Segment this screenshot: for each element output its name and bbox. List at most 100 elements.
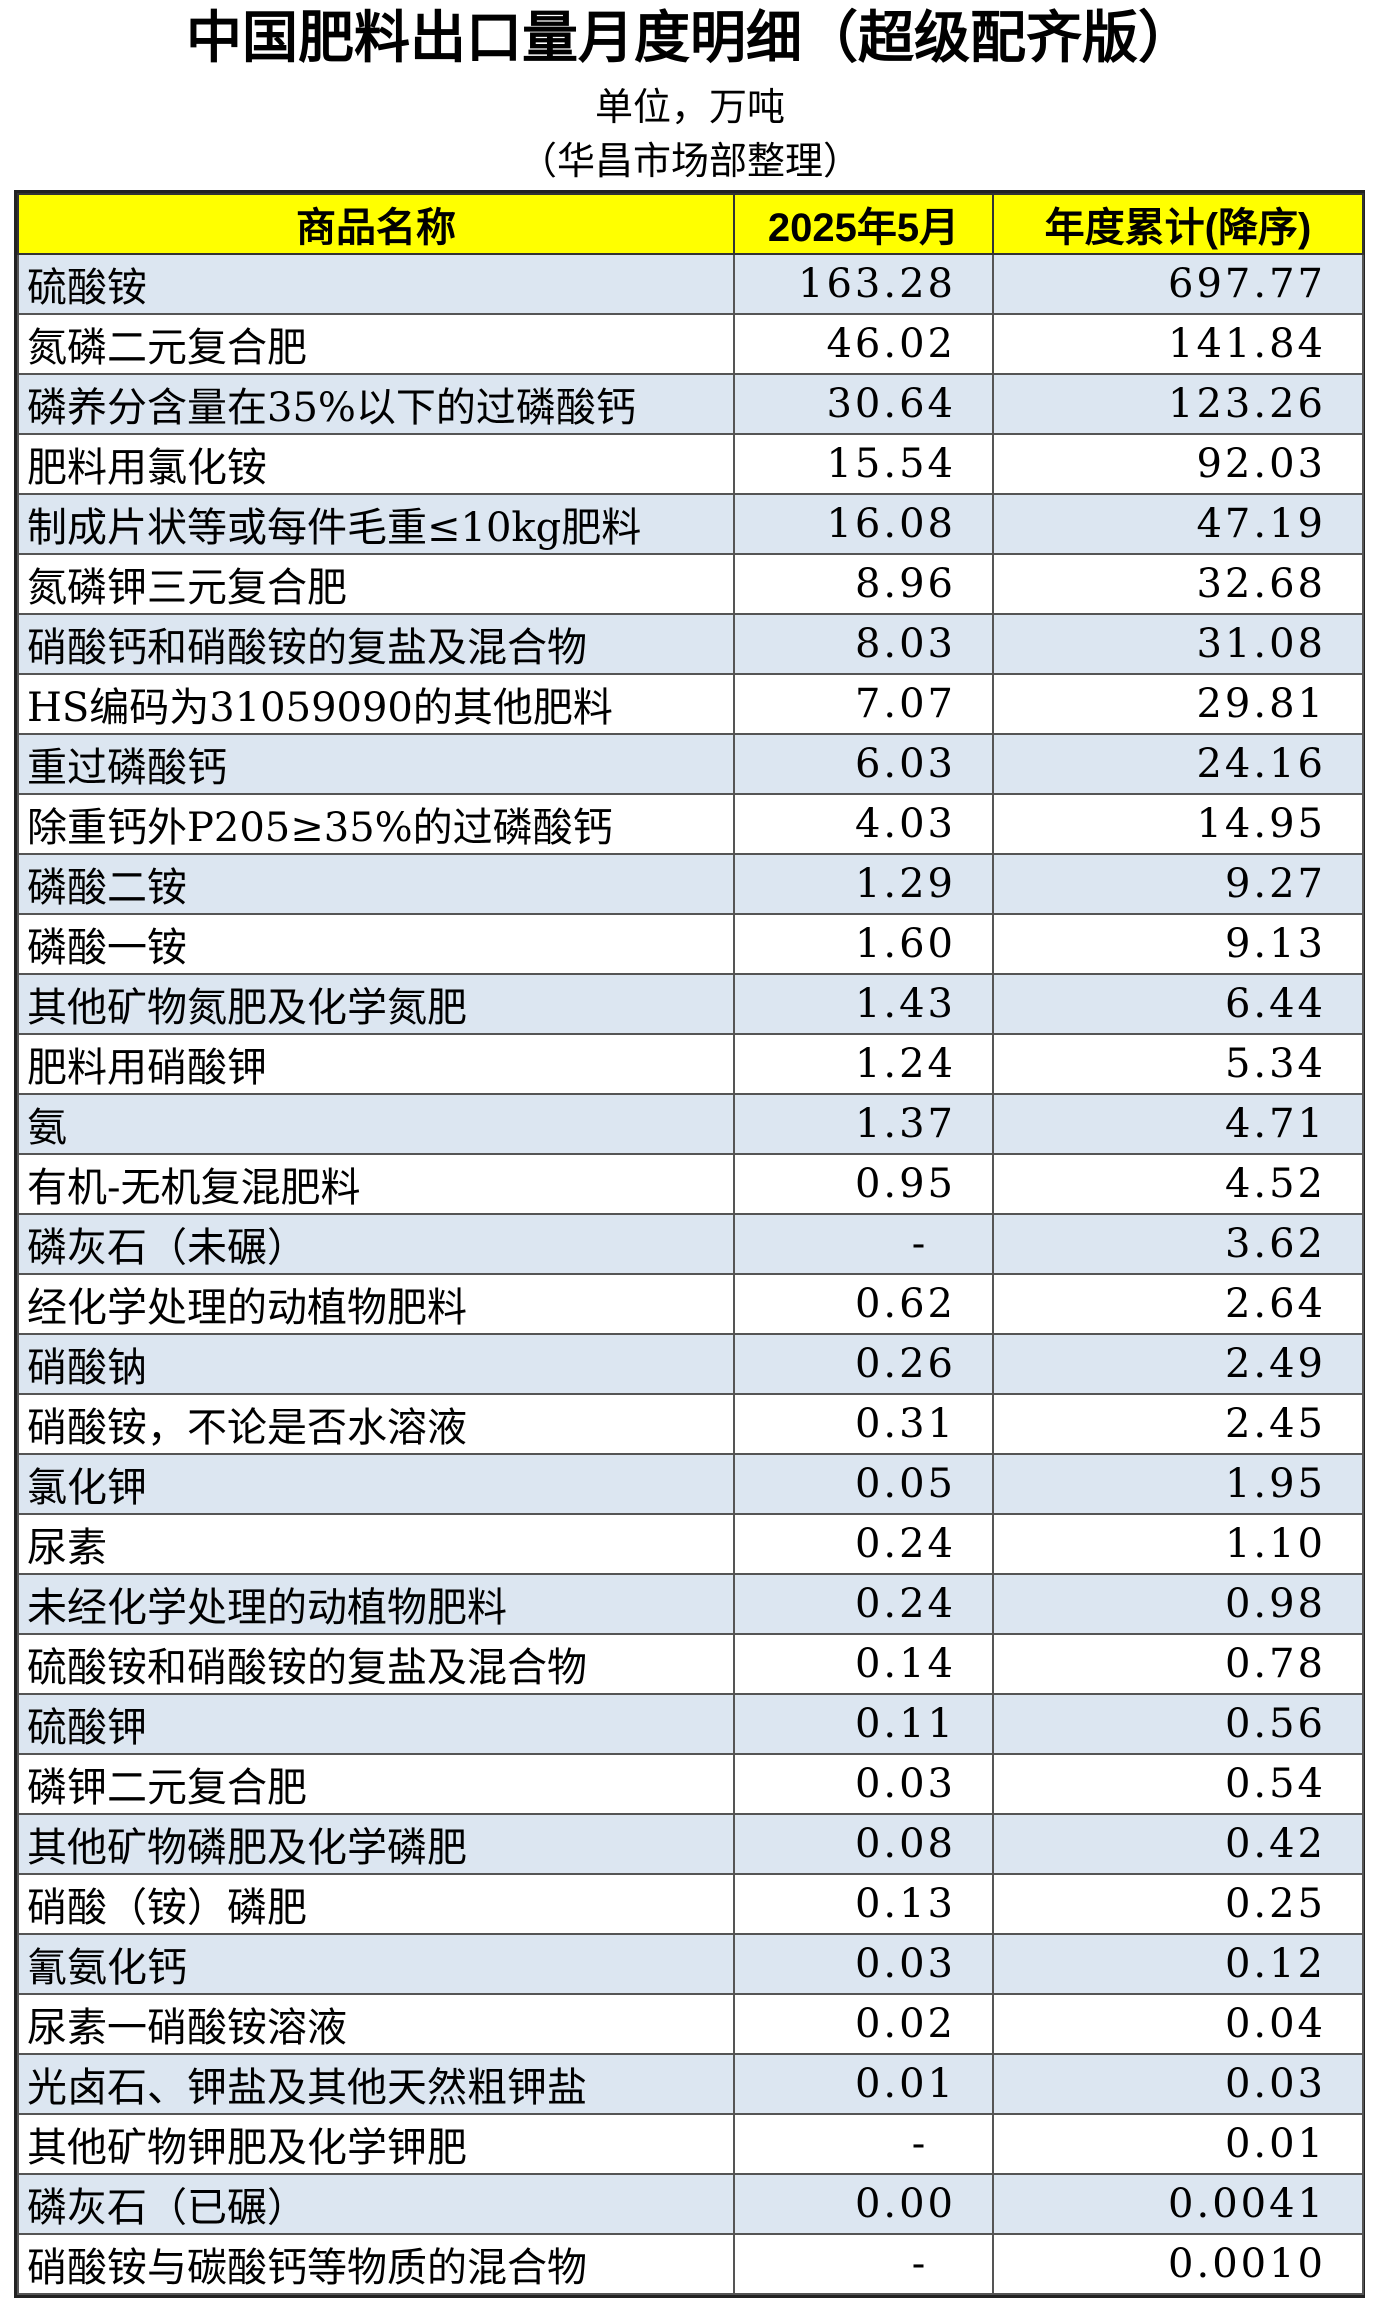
product-name-cell: 氨	[17, 1093, 735, 1155]
table-row: 氰氨化钙 0.03 0.12	[17, 1933, 1364, 1995]
ytd-value-cell: 0.04	[992, 1993, 1364, 2055]
month-value-cell: 0.11	[733, 1693, 994, 1755]
table-row: 硝酸（铵）磷肥 0.13 0.25	[17, 1873, 1364, 1935]
product-name-cell: 磷灰石（未碾）	[17, 1213, 735, 1275]
table-header-row: 商品名称 2025年5月 年度累计(降序)	[17, 193, 1364, 255]
product-name-cell: 肥料用氯化铵	[17, 433, 735, 495]
month-value-cell: 0.24	[733, 1573, 994, 1635]
product-name-cell: 有机-无机复混肥料	[17, 1153, 735, 1215]
ytd-value-cell: 0.01	[992, 2113, 1364, 2175]
month-value-cell: 163.28	[733, 253, 994, 315]
ytd-value-cell: 2.49	[992, 1333, 1364, 1395]
ytd-value-cell: 0.54	[992, 1753, 1364, 1815]
table-row: 磷养分含量在35%以下的过磷酸钙 30.64 123.26	[17, 373, 1364, 435]
product-name-cell: 经化学处理的动植物肥料	[17, 1273, 735, 1335]
column-header-ytd: 年度累计(降序)	[992, 193, 1364, 255]
month-value-cell: -	[733, 1213, 994, 1275]
month-value-cell: 8.03	[733, 613, 994, 675]
month-value-cell: 46.02	[733, 313, 994, 375]
unit-label: 单位，万吨	[594, 85, 785, 129]
month-value-cell: 0.01	[733, 2053, 994, 2115]
source-label: （华昌市场部整理）	[518, 139, 861, 183]
table-row: 制成片状等或每件毛重≤10kg肥料 16.08 47.19	[17, 493, 1364, 555]
ytd-value-cell: 9.13	[992, 913, 1364, 975]
ytd-value-cell: 3.62	[992, 1213, 1364, 1275]
month-value-cell: 4.03	[733, 793, 994, 855]
product-name-cell: 硫酸钾	[17, 1693, 735, 1755]
table-row: 重过磷酸钙 6.03 24.16	[17, 733, 1364, 795]
table-row: 经化学处理的动植物肥料 0.62 2.64	[17, 1273, 1364, 1335]
ytd-value-cell: 0.42	[992, 1813, 1364, 1875]
product-name-cell: 磷酸一铵	[17, 913, 735, 975]
table-row: HS编码为31059090的其他肥料 7.07 29.81	[17, 673, 1364, 735]
ytd-value-cell: 0.12	[992, 1933, 1364, 1995]
product-name-cell: 除重钙外P205≥35%的过磷酸钙	[17, 793, 735, 855]
ytd-value-cell: 47.19	[992, 493, 1364, 555]
export-table: 商品名称 2025年5月 年度累计(降序) 硫酸铵 163.28 697.77 氮磷二…	[17, 193, 1364, 2295]
product-name-cell: 硝酸钠	[17, 1333, 735, 1395]
ytd-value-cell: 5.34	[992, 1033, 1364, 1095]
table-row: 其他矿物氮肥及化学氮肥 1.43 6.44	[17, 973, 1364, 1035]
month-value-cell: 1.24	[733, 1033, 994, 1095]
ytd-value-cell: 31.08	[992, 613, 1364, 675]
table-row: 有机-无机复混肥料 0.95 4.52	[17, 1153, 1364, 1215]
table-row: 硝酸钙和硝酸铵的复盐及混合物 8.03 31.08	[17, 613, 1364, 675]
product-name-cell: 氯化钾	[17, 1453, 735, 1515]
ytd-value-cell: 0.0041	[992, 2173, 1364, 2235]
product-name-cell: 硝酸（铵）磷肥	[17, 1873, 735, 1935]
month-value-cell: 16.08	[733, 493, 994, 555]
product-name-cell: 未经化学处理的动植物肥料	[17, 1573, 735, 1635]
product-name-cell: 硝酸铵，不论是否水溶液	[17, 1393, 735, 1455]
table-row: 光卤石、钾盐及其他天然粗钾盐 0.01 0.03	[17, 2053, 1364, 2115]
product-name-cell: 重过磷酸钙	[17, 733, 735, 795]
table-row: 硝酸铵，不论是否水溶液 0.31 2.45	[17, 1393, 1364, 1455]
ytd-value-cell: 6.44	[992, 973, 1364, 1035]
month-value-cell: 15.54	[733, 433, 994, 495]
ytd-value-cell: 14.95	[992, 793, 1364, 855]
product-name-cell: HS编码为31059090的其他肥料	[17, 673, 735, 735]
product-name-cell: 尿素	[17, 1513, 735, 1575]
product-name-cell: 氮磷钾三元复合肥	[17, 553, 735, 615]
table-row: 氨 1.37 4.71	[17, 1093, 1364, 1155]
month-value-cell: 0.02	[733, 1993, 994, 2055]
column-header-product-name: 商品名称	[17, 193, 735, 255]
ytd-value-cell: 0.0010	[992, 2233, 1364, 2295]
product-name-cell: 磷灰石（已碾）	[17, 2173, 735, 2235]
product-name-cell: 其他矿物氮肥及化学氮肥	[17, 973, 735, 1035]
table-row: 磷酸二铵 1.29 9.27	[17, 853, 1364, 915]
product-name-cell: 其他矿物钾肥及化学钾肥	[17, 2113, 735, 2175]
month-value-cell: 0.31	[733, 1393, 994, 1455]
table-row: 其他矿物钾肥及化学钾肥 -0.01	[17, 2113, 1364, 2175]
table-row: 尿素一硝酸铵溶液 0.02 0.04	[17, 1993, 1364, 2055]
ytd-value-cell: 697.77	[992, 253, 1364, 315]
month-value-cell: -	[733, 2233, 994, 2295]
month-value-cell: 1.60	[733, 913, 994, 975]
ytd-value-cell: 141.84	[992, 313, 1364, 375]
ytd-value-cell: 29.81	[992, 673, 1364, 735]
table-row: 除重钙外P205≥35%的过磷酸钙 4.03 14.95	[17, 793, 1364, 855]
column-header-month: 2025年5月	[733, 193, 994, 255]
product-name-cell: 尿素一硝酸铵溶液	[17, 1993, 735, 2055]
ytd-value-cell: 1.95	[992, 1453, 1364, 1515]
ytd-value-cell: 32.68	[992, 553, 1364, 615]
table-row: 未经化学处理的动植物肥料 0.24 0.98	[17, 1573, 1364, 1635]
product-name-cell: 制成片状等或每件毛重≤10kg肥料	[17, 493, 735, 555]
ytd-value-cell: 9.27	[992, 853, 1364, 915]
product-name-cell: 硝酸铵与碳酸钙等物质的混合物	[17, 2233, 735, 2295]
ytd-value-cell: 0.56	[992, 1693, 1364, 1755]
month-value-cell: 1.43	[733, 973, 994, 1035]
product-name-cell: 磷钾二元复合肥	[17, 1753, 735, 1815]
month-value-cell: 0.03	[733, 1753, 994, 1815]
ytd-value-cell: 0.03	[992, 2053, 1364, 2115]
month-value-cell: 7.07	[733, 673, 994, 735]
product-name-cell: 硝酸钙和硝酸铵的复盐及混合物	[17, 613, 735, 675]
ytd-value-cell: 0.25	[992, 1873, 1364, 1935]
product-name-cell: 氰氨化钙	[17, 1933, 735, 1995]
month-value-cell: 0.08	[733, 1813, 994, 1875]
ytd-value-cell: 123.26	[992, 373, 1364, 435]
product-name-cell: 硫酸铵	[17, 253, 735, 315]
month-value-cell: 8.96	[733, 553, 994, 615]
month-value-cell: 0.13	[733, 1873, 994, 1935]
ytd-value-cell: 2.45	[992, 1393, 1364, 1455]
product-name-cell: 磷养分含量在35%以下的过磷酸钙	[17, 373, 735, 435]
